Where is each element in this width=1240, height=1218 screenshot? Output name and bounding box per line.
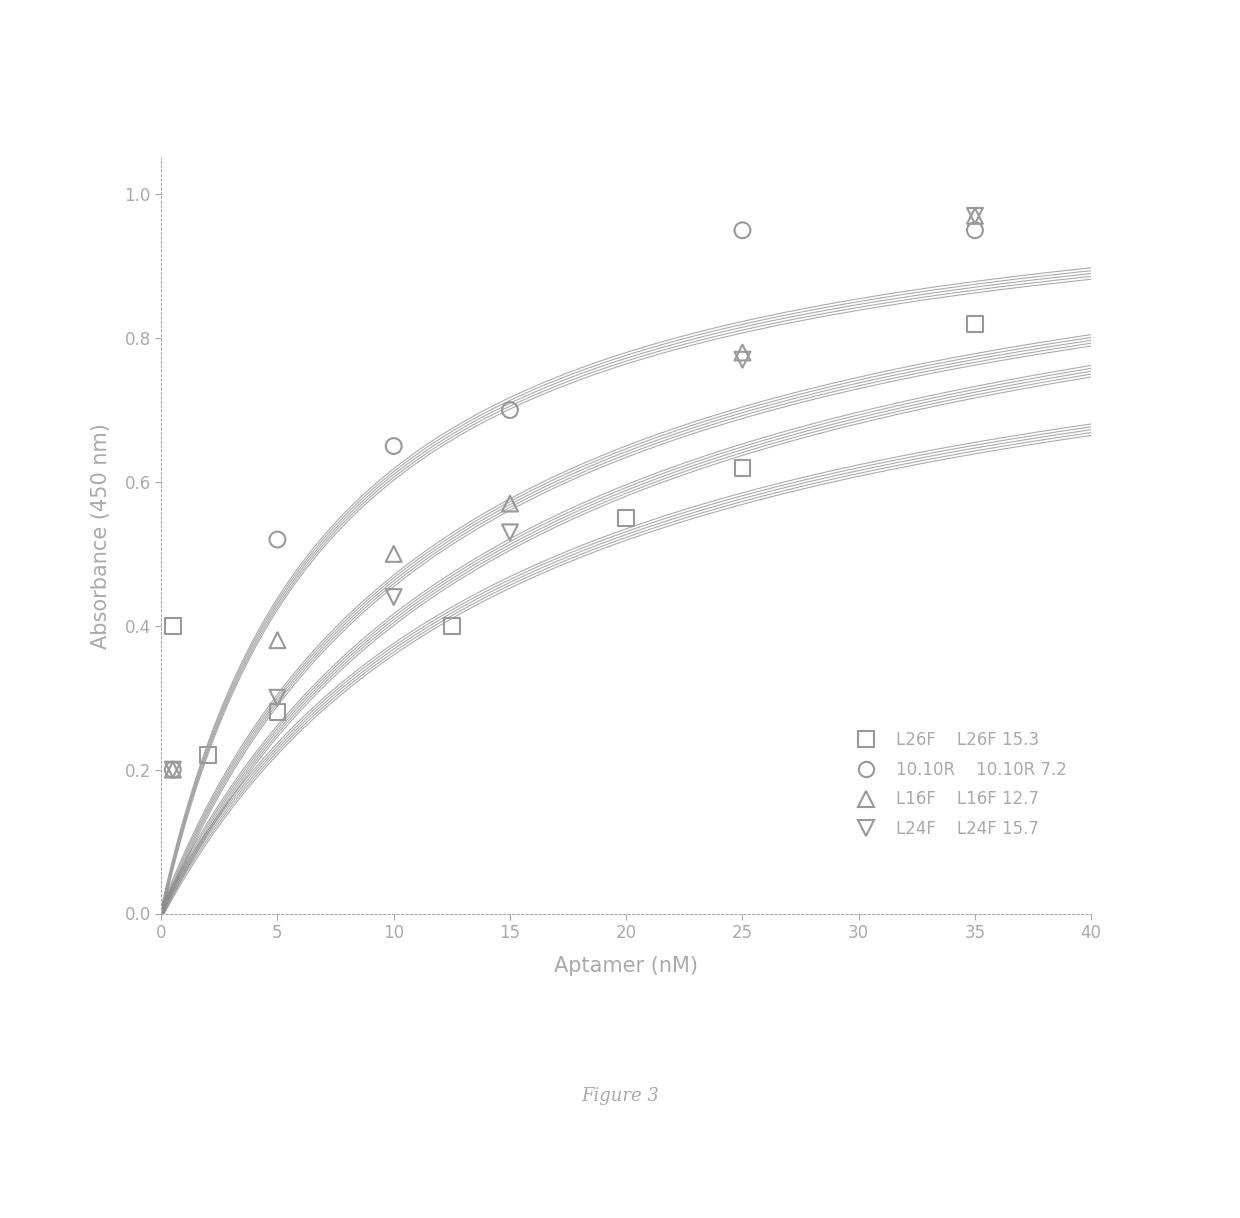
Point xyxy=(162,616,182,636)
Point xyxy=(500,523,520,542)
Point xyxy=(268,530,288,549)
Point xyxy=(500,401,520,420)
Point xyxy=(616,508,636,527)
Point xyxy=(384,544,404,564)
Legend: L26F    L26F 15.3, 10.10R    10.10R 7.2, L16F    L16F 12.7, L24F    L24F 15.7: L26F L26F 15.3, 10.10R 10.10R 7.2, L16F … xyxy=(843,725,1074,845)
Point xyxy=(733,458,753,477)
Point xyxy=(965,314,985,334)
Point xyxy=(162,760,182,780)
Point xyxy=(965,206,985,225)
Point xyxy=(500,493,520,513)
Point xyxy=(268,703,288,722)
Point xyxy=(965,220,985,240)
Point xyxy=(733,220,753,240)
Point xyxy=(162,760,182,780)
Point xyxy=(733,350,753,369)
Y-axis label: Absorbance (450 nm): Absorbance (450 nm) xyxy=(91,423,110,649)
Text: Figure 3: Figure 3 xyxy=(582,1088,658,1105)
Point xyxy=(965,206,985,225)
Point xyxy=(162,760,182,780)
Point xyxy=(384,587,404,607)
X-axis label: Aptamer (nM): Aptamer (nM) xyxy=(554,956,698,976)
Point xyxy=(268,631,288,650)
Point xyxy=(198,745,218,765)
Point xyxy=(441,616,461,636)
Point xyxy=(733,342,753,362)
Point xyxy=(268,688,288,708)
Point xyxy=(384,436,404,456)
